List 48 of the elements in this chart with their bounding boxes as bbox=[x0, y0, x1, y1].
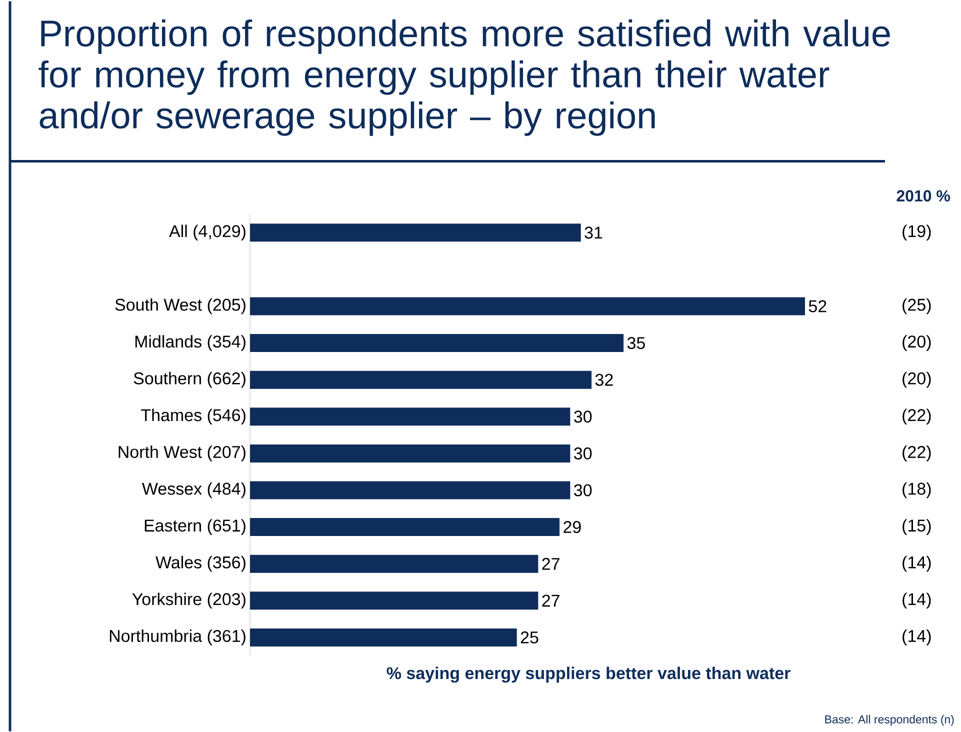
bar bbox=[250, 591, 538, 610]
y-tick-label: North West (207) bbox=[118, 445, 246, 462]
bar bbox=[250, 444, 570, 462]
text: (25) bbox=[902, 298, 931, 314]
bar bbox=[250, 297, 805, 316]
y-tick-label: Midlands (354) bbox=[135, 334, 246, 351]
y-tick-label: South West (205) bbox=[115, 298, 246, 314]
data-label: 29 bbox=[564, 520, 581, 533]
text: (22) bbox=[902, 445, 931, 462]
bar bbox=[250, 481, 570, 500]
bar bbox=[250, 518, 560, 536]
text: (19) bbox=[902, 224, 931, 240]
bar bbox=[250, 334, 624, 352]
data-label: 27 bbox=[542, 594, 560, 606]
bar bbox=[250, 628, 517, 646]
text: (20) bbox=[902, 372, 931, 388]
text: (22) bbox=[902, 408, 931, 424]
text: (14) bbox=[902, 629, 931, 646]
text: (20) bbox=[902, 334, 931, 351]
y-tick-label: Yorkshire (203) bbox=[132, 592, 246, 608]
bar bbox=[250, 407, 570, 426]
data-label: 27 bbox=[542, 558, 560, 570]
data-label: 31 bbox=[584, 226, 602, 238]
data-label: 32 bbox=[595, 374, 613, 386]
chart-title: Proportion of respondents more satisfied with value for money from energy supplier than their water and/or sewerage supplier – by region bbox=[38, 19, 890, 136]
bar bbox=[250, 223, 581, 242]
text: Base: All respondents (n) bbox=[825, 714, 954, 726]
bar bbox=[250, 554, 538, 573]
text: 2010 % bbox=[896, 190, 950, 202]
data-label: 25 bbox=[520, 631, 538, 644]
y-tick-label: All (4,029) bbox=[169, 224, 246, 240]
x-axis-title: % saying energy suppliers better value than water bbox=[386, 666, 790, 682]
y-tick-label: Eastern (651) bbox=[144, 518, 246, 535]
y-tick-label: Wessex (484) bbox=[142, 482, 246, 498]
data-label: 52 bbox=[808, 300, 826, 312]
text: (18) bbox=[902, 482, 931, 498]
data-label: 30 bbox=[574, 484, 592, 496]
data-label: 35 bbox=[627, 336, 645, 349]
text: (14) bbox=[902, 592, 931, 608]
text: (14) bbox=[902, 556, 931, 572]
text: (15) bbox=[902, 518, 931, 535]
y-tick-label: Wales (356) bbox=[156, 556, 246, 572]
y-tick-label: Thames (546) bbox=[141, 408, 246, 424]
y-tick-label: Southern (662) bbox=[134, 372, 246, 388]
y-tick-label: Northumbria (361) bbox=[110, 629, 246, 646]
data-label: 30 bbox=[574, 410, 592, 422]
bar bbox=[250, 370, 592, 389]
data-label: 30 bbox=[574, 447, 592, 460]
